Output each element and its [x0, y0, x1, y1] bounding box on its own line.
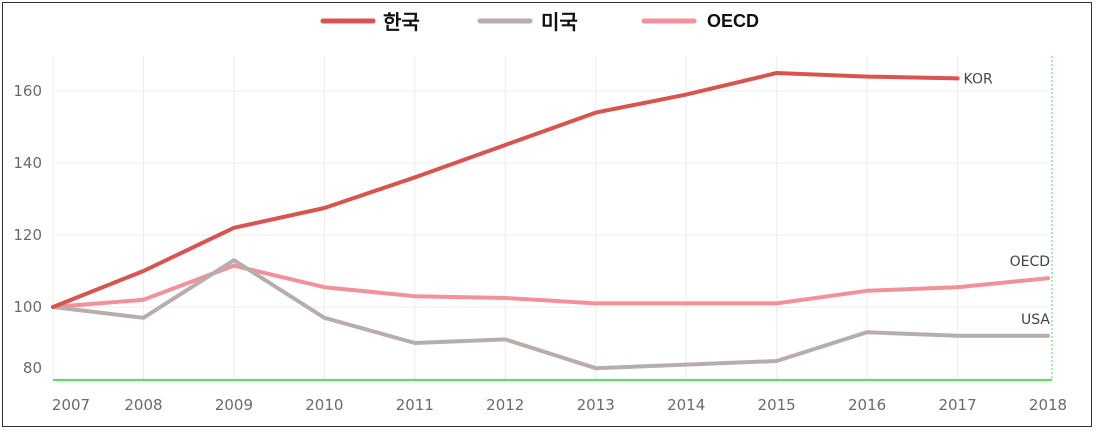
y-tick-label: 120: [13, 226, 42, 244]
series-line-oecd: [51, 263, 1050, 309]
x-tick-label: 2014: [667, 396, 705, 414]
legend-label: 미국: [541, 10, 578, 34]
x-tick-label: 2007: [52, 396, 90, 414]
grid: [52, 56, 1053, 381]
legend-label: 한국: [383, 10, 420, 34]
series-line-usa: [51, 258, 1050, 371]
end-label-usa: USA: [1021, 312, 1050, 328]
end-label-oecd: OECD: [1010, 254, 1050, 270]
x-tick-label: 2015: [758, 396, 796, 414]
y-tick-label: 100: [13, 298, 42, 316]
x-tick-label: 2009: [215, 396, 253, 414]
x-tick-label: 2011: [396, 396, 434, 414]
x-tick-label: 2013: [577, 396, 615, 414]
x-tick-label: 2016: [848, 396, 886, 414]
series-group: [51, 71, 1050, 371]
x-tick-label: 2008: [124, 396, 162, 414]
series-line-kor: [51, 71, 960, 309]
end-label-kor: KOR: [964, 71, 993, 87]
legend: 한국 미국 OECD: [320, 10, 759, 34]
end-labels: KOR USA OECD: [964, 71, 1051, 327]
y-axis: 80 100 120 140 160: [13, 82, 42, 377]
legend-label: OECD: [707, 11, 759, 31]
x-tick-label: 2012: [486, 396, 524, 414]
x-tick-label: 2018: [1029, 396, 1067, 414]
y-tick-label: 140: [13, 154, 42, 172]
x-tick-label: 2017: [938, 396, 976, 414]
x-axis: 2007 2008 2009 2010 2011 2012 2013 2014 2015 2016…: [52, 396, 1067, 414]
y-tick-label: 160: [13, 82, 42, 100]
x-tick-label: 2010: [305, 396, 343, 414]
y-tick-label: 80: [23, 359, 42, 377]
